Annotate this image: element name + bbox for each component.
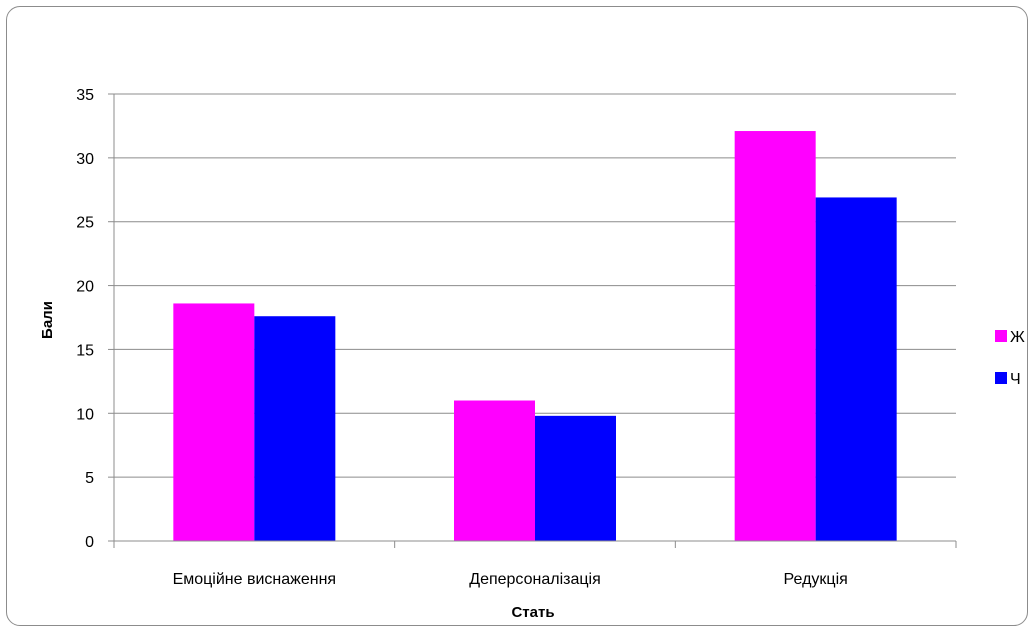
- y-tick-label: 5: [85, 470, 94, 487]
- y-tick-label: 25: [76, 215, 94, 232]
- legend-swatch-Ж: [995, 330, 1007, 342]
- legend-label-Ж: Ж: [1010, 329, 1025, 346]
- x-tick-label: Редукція: [784, 571, 848, 588]
- x-tick-label: Деперсоналізація: [469, 571, 601, 588]
- x-tick-label: Емоційне виснаження: [173, 571, 337, 588]
- bar-Ж-2: [454, 400, 535, 541]
- y-tick-label: 0: [85, 534, 94, 551]
- y-tick-label: 35: [76, 87, 94, 104]
- x-tick-labels: Емоційне виснаження Деперсоналізація Редук…: [173, 571, 848, 588]
- legend: ЖЧ: [995, 329, 1025, 388]
- bar-Ч-3: [815, 197, 897, 541]
- y-tick-label: 20: [76, 279, 94, 296]
- y-tick-label: 15: [76, 342, 94, 359]
- bar-Ч-2: [535, 415, 616, 541]
- bars: [173, 131, 897, 541]
- y-tick-labels: 0 5 10 15 20 25 30 35: [76, 87, 94, 551]
- y-tick-label: 10: [76, 406, 94, 423]
- y-axis-title: Бали: [39, 301, 56, 339]
- bar-Ч-1: [254, 316, 336, 541]
- y-tick-label: 30: [76, 151, 94, 168]
- axes: [108, 93, 957, 548]
- bar-Ж-3: [734, 131, 816, 541]
- legend-swatch-Ч: [995, 372, 1007, 384]
- bar-Ж-1: [173, 303, 255, 541]
- x-axis-title: Стать: [511, 604, 554, 621]
- legend-label-Ч: Ч: [1010, 371, 1021, 388]
